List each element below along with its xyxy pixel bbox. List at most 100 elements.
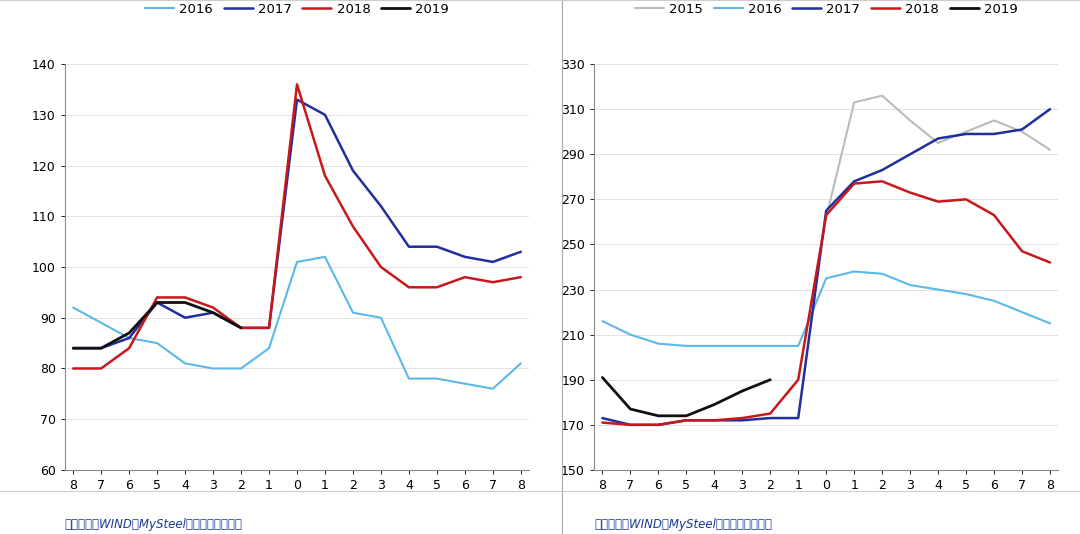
2015: [1015, 129, 1028, 135]
2016: [596, 318, 609, 324]
Line: 2015: 2015: [826, 96, 1050, 217]
Line: 2016: 2016: [603, 271, 1050, 346]
2016: [792, 343, 805, 349]
2016: [403, 375, 416, 382]
2015: [848, 99, 861, 106]
2018: [403, 284, 416, 290]
2017: [431, 244, 444, 250]
2016: [932, 286, 945, 293]
2018: [596, 419, 609, 426]
2016: [735, 343, 748, 349]
2018: [234, 325, 247, 331]
2016: [234, 365, 247, 372]
2018: [291, 81, 303, 88]
2018: [514, 274, 527, 280]
2017: [1015, 126, 1028, 132]
2018: [458, 274, 471, 280]
2016: [178, 360, 191, 366]
2018: [150, 294, 163, 301]
2016: [1043, 320, 1056, 327]
2018: [1043, 260, 1056, 266]
Text: 资料来源：WIND，MySteel，宏源期货研究所: 资料来源：WIND，MySteel，宏源期货研究所: [594, 518, 772, 531]
Line: 2018: 2018: [73, 84, 521, 368]
2017: [1043, 106, 1056, 112]
2018: [375, 264, 388, 270]
2016: [904, 282, 917, 288]
2018: [262, 325, 275, 331]
2016: [848, 268, 861, 274]
2016: [960, 291, 973, 297]
2017: [458, 254, 471, 260]
2016: [486, 386, 499, 392]
2015: [960, 129, 973, 135]
2019: [123, 329, 136, 336]
2017: [178, 315, 191, 321]
Line: 2017: 2017: [73, 99, 521, 348]
2016: [262, 345, 275, 351]
2017: [375, 203, 388, 209]
2016: [375, 315, 388, 321]
2018: [764, 410, 777, 417]
2016: [624, 332, 637, 338]
2016: [347, 309, 360, 316]
2018: [624, 422, 637, 428]
2016: [150, 340, 163, 346]
2018: [932, 199, 945, 205]
Text: 资料来源：WIND，MySteel，宏源期货研究所: 资料来源：WIND，MySteel，宏源期货研究所: [65, 518, 243, 531]
2017: [987, 131, 1000, 137]
2018: [178, 294, 191, 301]
2017: [820, 207, 833, 214]
2015: [876, 92, 889, 99]
2017: [960, 131, 973, 137]
2016: [206, 365, 219, 372]
2015: [904, 117, 917, 124]
2017: [67, 345, 80, 351]
2017: [123, 335, 136, 341]
2017: [234, 325, 247, 331]
2017: [291, 96, 303, 103]
Legend: 2016, 2017, 2018, 2019: 2016, 2017, 2018, 2019: [139, 0, 455, 21]
2018: [431, 284, 444, 290]
2016: [95, 319, 108, 326]
2016: [679, 343, 692, 349]
2017: [596, 415, 609, 421]
Line: 2016: 2016: [73, 257, 521, 389]
2019: [67, 345, 80, 351]
2017: [95, 345, 108, 351]
2018: [679, 417, 692, 423]
2015: [932, 140, 945, 146]
2018: [67, 365, 80, 372]
2019: [624, 406, 637, 412]
2018: [876, 178, 889, 185]
2017: [932, 135, 945, 142]
2019: [679, 413, 692, 419]
2018: [95, 365, 108, 372]
2018: [960, 196, 973, 202]
Legend: 2015, 2016, 2017, 2018, 2019: 2015, 2016, 2017, 2018, 2019: [630, 0, 1023, 21]
2015: [987, 117, 1000, 124]
2019: [95, 345, 108, 351]
Line: 2018: 2018: [603, 182, 1050, 425]
2016: [514, 360, 527, 366]
2017: [792, 415, 805, 421]
2016: [987, 297, 1000, 304]
2016: [1015, 309, 1028, 315]
2019: [764, 376, 777, 383]
2019: [707, 402, 720, 408]
2018: [987, 212, 1000, 218]
2019: [178, 299, 191, 305]
2018: [820, 212, 833, 218]
2017: [403, 244, 416, 250]
2017: [262, 325, 275, 331]
2017: [150, 299, 163, 305]
2018: [486, 279, 499, 285]
2018: [707, 417, 720, 423]
2017: [319, 112, 332, 118]
2018: [123, 345, 136, 351]
2016: [707, 343, 720, 349]
2015: [820, 214, 833, 221]
2018: [792, 376, 805, 383]
Line: 2019: 2019: [603, 378, 770, 416]
2019: [150, 299, 163, 305]
2018: [1015, 248, 1028, 254]
